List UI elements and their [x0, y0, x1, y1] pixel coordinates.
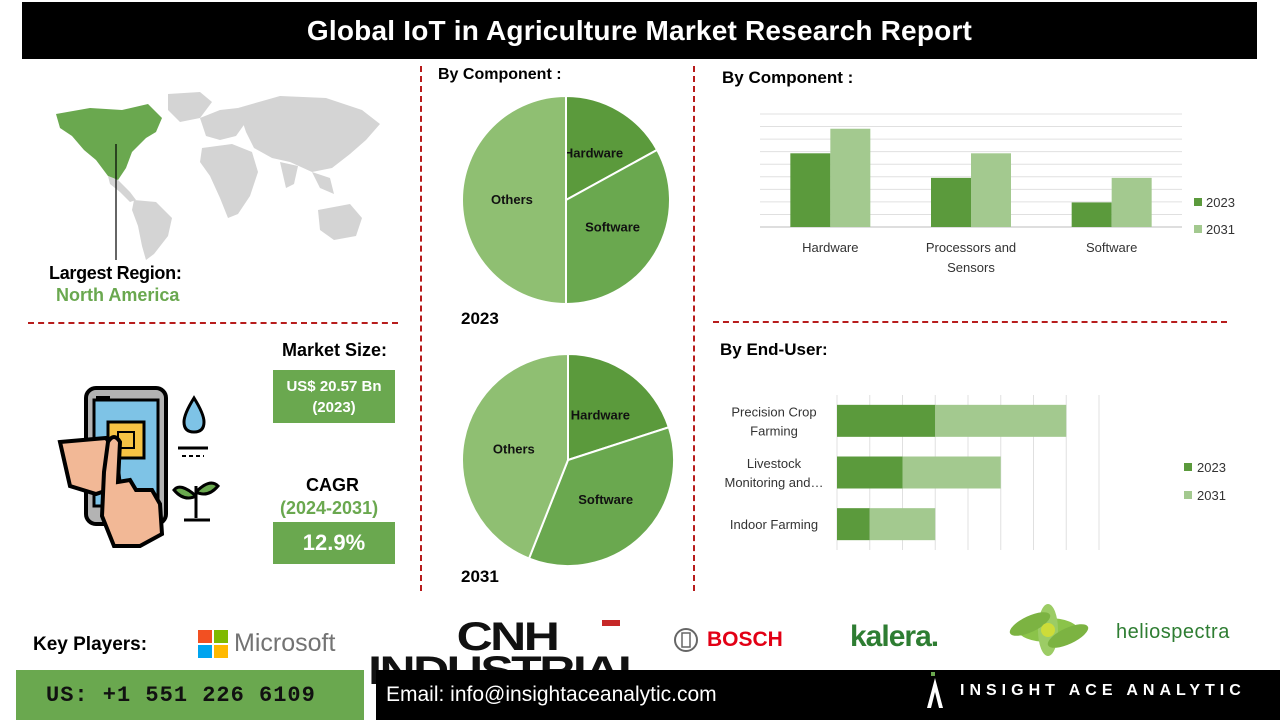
- y-tick-label: Indoor Farming: [730, 517, 818, 532]
- kalera-logo: kalera.: [850, 620, 939, 653]
- cagr-box: 12.9%: [273, 522, 395, 564]
- brand-name: INSIGHT ACE ANALYTIC: [960, 682, 1246, 699]
- bar-2023-1: [931, 177, 971, 227]
- legend-label-2031: 2031: [1197, 488, 1226, 503]
- bar-2023-0: [837, 404, 936, 437]
- legend-swatch-2031: [1194, 225, 1202, 233]
- bosch-logo-text: BOSCH: [707, 628, 783, 651]
- enduser-bar-chart: Precision Crop Farming Livestock Monitoring…: [725, 395, 1226, 550]
- phone-number: US: +1 551 226 6109: [46, 682, 316, 708]
- largest-region-label: Largest Region:: [49, 263, 182, 283]
- legend-label-2023: 2023: [1197, 460, 1226, 475]
- insight-ace-logo-icon: [927, 672, 943, 708]
- x-tick-label: Software: [1086, 240, 1137, 255]
- enduser-bar-title: By End-User:: [720, 340, 828, 359]
- pie-slice-software: [565, 148, 671, 306]
- microsoft-logo-text: Microsoft: [234, 629, 336, 657]
- microsoft-logo: Microsoft: [198, 629, 335, 658]
- pie-label-others: Others: [493, 442, 535, 457]
- bar-2031-0: [830, 128, 871, 227]
- y-tick-label: Monitoring and…: [725, 475, 824, 490]
- divider-right: [693, 66, 695, 591]
- pie-2023-year: 2023: [461, 309, 499, 328]
- footer-phone: US: +1 551 226 6109: [16, 670, 364, 720]
- pie-slice-hardware: [567, 352, 671, 462]
- component-bar-chart: Hardware Processors and Sensors Software 202…: [760, 113, 1235, 275]
- north-america-region: [56, 104, 162, 180]
- bar-2031-1: [902, 456, 1001, 489]
- microsoft-windows-icon: [198, 629, 228, 658]
- cagr-value: 12.9%: [302, 530, 366, 555]
- pie-slice-others: [461, 94, 567, 306]
- heliospectra-leaf-icon: [1009, 604, 1089, 656]
- y-tick-label: Precision Crop: [731, 404, 816, 419]
- legend-swatch-2023: [1194, 198, 1202, 206]
- bar-2031-2: [869, 508, 936, 541]
- pie-2031-year: 2031: [461, 567, 499, 586]
- pie-label-hardware: Hardware: [571, 407, 630, 422]
- legend-swatch-2023: [1184, 463, 1192, 471]
- pie-label-hardware: Hardware: [564, 145, 623, 160]
- bar-2031-0: [935, 404, 1067, 437]
- x-tick-label: Sensors: [947, 260, 995, 275]
- pie-label-others: Others: [491, 192, 533, 207]
- x-tick-label: Hardware: [802, 240, 858, 255]
- cagr-period: (2024-2031): [280, 498, 379, 518]
- legend-label-2023: 2023: [1206, 195, 1235, 210]
- cnh-industrial-logo: CNH INDUSTRIAL: [368, 617, 648, 691]
- pie-slice-hardware: [565, 94, 659, 202]
- x-tick-label: Processors and: [926, 240, 1016, 255]
- smart-farming-icon: [57, 386, 221, 548]
- footer-email-bar: Email: info@insightaceanalytic.com: [376, 670, 1280, 720]
- pie-chart-2031: Hardware Software Others: [461, 352, 675, 567]
- largest-region-value: North America: [56, 285, 180, 305]
- report-title: Global IoT in Agriculture Market Researc…: [306, 14, 973, 46]
- divider-left: [420, 66, 422, 591]
- bar-2031-1: [971, 153, 1011, 227]
- bar-2031-2: [1111, 177, 1152, 227]
- world-map: [56, 92, 380, 260]
- market-size-value: US$ 20.57 Bn: [286, 377, 382, 395]
- divider-left-horizontal: [28, 322, 398, 324]
- pie-label-software: Software: [585, 220, 640, 235]
- bosch-armature-icon: [674, 628, 698, 652]
- key-players-label: Key Players:: [33, 634, 148, 655]
- bar-2023-1: [837, 456, 903, 489]
- report-title-bar: Global IoT in Agriculture Market Researc…: [22, 2, 1257, 59]
- pie-label-software: Software: [578, 492, 633, 507]
- pie-slice-software: [527, 425, 675, 567]
- market-size-year: (2023): [312, 398, 356, 416]
- y-tick-label: Livestock: [747, 456, 802, 471]
- bar-2023-2: [1071, 202, 1112, 227]
- bar-2023-2: [837, 508, 870, 541]
- pie-chart-2023: Hardware Software Others: [461, 94, 671, 306]
- market-size-label: Market Size:: [282, 340, 388, 360]
- email-text: Email: info@insightaceanalytic.com: [386, 683, 717, 706]
- divider-right-horizontal: [713, 321, 1227, 323]
- pie-section-title: By Component :: [438, 66, 562, 83]
- market-size-box: US$ 20.57 Bn (2023): [273, 370, 395, 423]
- heliospectra-logo-text: heliospectra: [1116, 621, 1230, 643]
- legend-label-2031: 2031: [1206, 222, 1235, 237]
- cagr-label: CAGR: [306, 475, 359, 495]
- bosch-logo: BOSCH: [673, 627, 783, 653]
- y-tick-label: Farming: [750, 423, 798, 438]
- pie-slice-others: [461, 352, 569, 560]
- component-bar-title: By Component :: [722, 68, 854, 87]
- legend-swatch-2031: [1184, 491, 1192, 499]
- bar-2023-0: [790, 153, 831, 227]
